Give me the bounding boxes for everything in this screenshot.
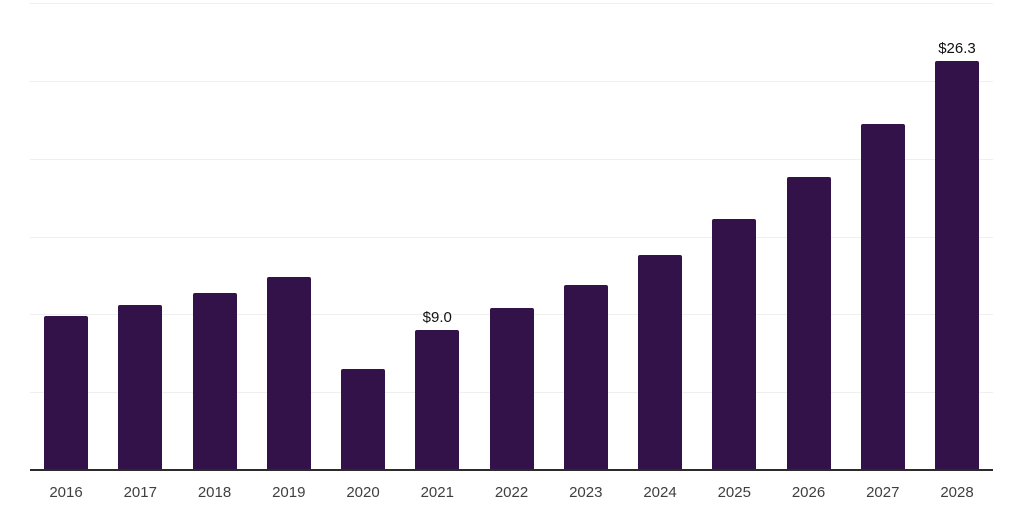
bar-slot: $9.0 xyxy=(415,308,460,470)
bar xyxy=(935,60,979,470)
bar xyxy=(415,329,460,470)
bars-layer: $9.0 $26.3 xyxy=(30,3,993,470)
bar-value-label: $9.0 xyxy=(422,308,452,326)
x-tick-label: 2017 xyxy=(123,484,157,501)
gridline xyxy=(30,158,993,160)
x-tick-label: 2019 xyxy=(272,484,306,501)
bar xyxy=(44,315,88,470)
x-tick-label: 2021 xyxy=(420,484,454,501)
plot-area: $9.0 $26.3 xyxy=(30,3,993,470)
bar xyxy=(489,308,534,470)
bar xyxy=(638,255,682,470)
bar-slot xyxy=(44,315,88,470)
x-axis-labels: 2016 2017 2018 2019 2020 2021 2022 2023 2024 2025… xyxy=(30,484,993,501)
bar-slot xyxy=(638,255,682,470)
bar-slot xyxy=(192,292,237,470)
x-tick-label: 2018 xyxy=(197,484,232,501)
x-tick-label: 2023 xyxy=(569,484,603,501)
x-tick-label: 2027 xyxy=(866,484,900,501)
bar xyxy=(563,284,608,470)
x-tick-label: 2022 xyxy=(494,484,529,501)
bar xyxy=(118,305,163,470)
bar-slot: $26.3 xyxy=(935,41,979,470)
bar-slot xyxy=(341,368,385,470)
gridline xyxy=(30,3,993,4)
bar-slot xyxy=(118,305,163,470)
gridline xyxy=(30,80,993,82)
x-tick-label: 2020 xyxy=(346,484,380,501)
bar-slot xyxy=(712,219,757,470)
x-tick-label: 2016 xyxy=(49,484,83,501)
bar-value-label: $26.3 xyxy=(938,39,976,57)
bar xyxy=(341,368,385,470)
bar-slot xyxy=(786,177,831,470)
x-tick-label: 2026 xyxy=(791,484,826,501)
x-tick-label: 2024 xyxy=(643,484,677,501)
bar xyxy=(192,292,237,470)
bar-slot xyxy=(563,284,608,470)
bar xyxy=(860,124,905,470)
x-axis-line xyxy=(30,469,993,471)
bar-slot xyxy=(266,276,311,470)
x-tick-label: 2028 xyxy=(940,484,974,501)
bar xyxy=(712,219,757,470)
x-tick-label: 2025 xyxy=(717,484,751,501)
bar xyxy=(786,177,831,470)
bar-slot xyxy=(860,124,905,470)
bar-slot xyxy=(489,308,534,470)
gridline xyxy=(30,236,993,238)
bar xyxy=(266,276,311,470)
